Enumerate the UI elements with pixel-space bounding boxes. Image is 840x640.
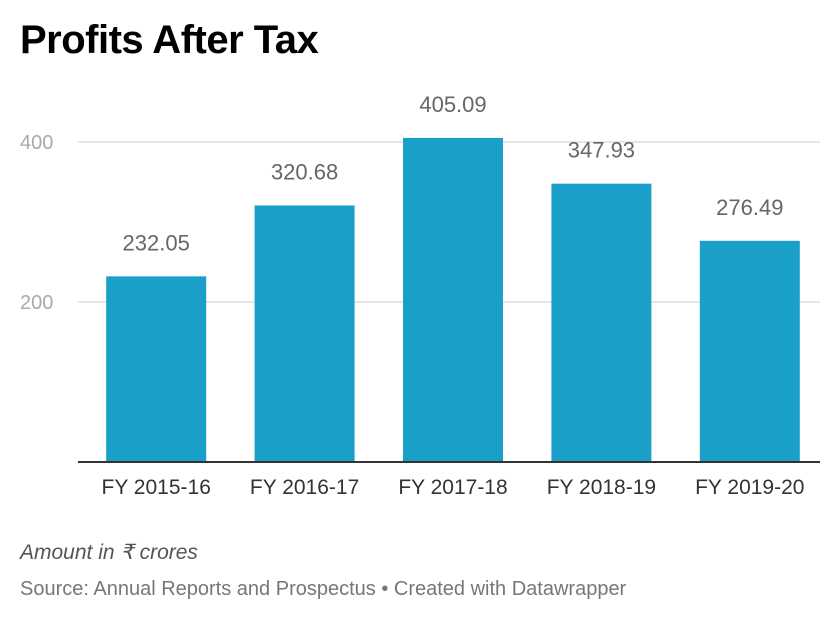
bar (551, 183, 652, 462)
bar-value-label: 347.93 (568, 138, 635, 163)
x-tick-label: FY 2019-20 (695, 476, 804, 499)
x-tick-label: FY 2018-19 (547, 476, 656, 499)
y-tick-label: 400 (20, 132, 53, 154)
y-tick-label: 200 (20, 292, 53, 314)
unit-note: Amount in ₹ crores (20, 541, 198, 564)
bar (254, 205, 355, 462)
bar-value-label: 320.68 (271, 159, 338, 184)
bar (106, 276, 207, 462)
x-tick-label: FY 2016-17 (250, 476, 359, 499)
bar-value-label: 232.05 (123, 230, 190, 255)
chart-title: Profits After Tax (20, 18, 319, 62)
bar (403, 137, 503, 463)
x-tick-label: FY 2017-18 (398, 476, 507, 499)
bars (78, 137, 820, 463)
bar (699, 240, 800, 462)
labels: 200 400 232.05 FY 2015-16 320.68 FY 2016-17 40… (20, 92, 804, 499)
bar-value-label: 276.49 (716, 195, 783, 220)
bar-value-label: 405.09 (419, 92, 486, 117)
x-tick-label: FY 2015-16 (102, 476, 211, 499)
source-credit: Source: Annual Reports and Prospectus • … (20, 578, 627, 600)
